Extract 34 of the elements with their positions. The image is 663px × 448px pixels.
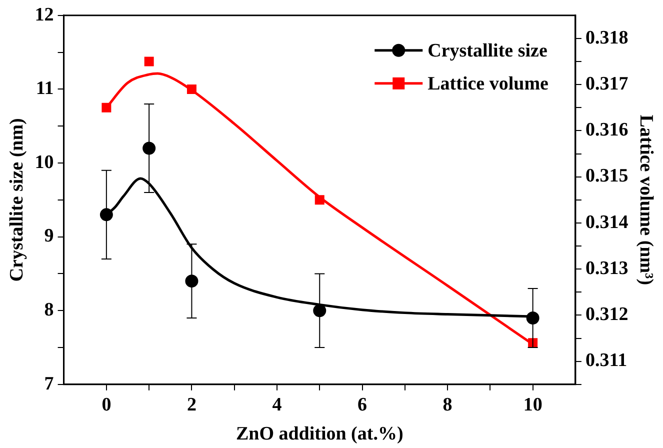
- legend-label: Crystallite size: [428, 40, 548, 62]
- y2-axis-title: Lattice volume (nm³): [636, 114, 657, 286]
- point: [100, 208, 113, 222]
- point: [526, 311, 540, 324]
- y-tick-label: 8: [44, 300, 54, 321]
- legend-label: Lattice volume: [428, 73, 548, 94]
- y2-tick-label: 0.316: [585, 120, 628, 141]
- point: [185, 274, 198, 288]
- x-tick-label: 0: [102, 394, 112, 416]
- point: [314, 195, 324, 205]
- y-tick-label: 10: [34, 152, 54, 173]
- x-tick-label: 10: [523, 394, 542, 416]
- y-tick-label: 7: [44, 373, 54, 394]
- y-tick-label: 11: [36, 78, 54, 100]
- y2-tick-label: 0.314: [585, 212, 629, 233]
- y-tick-label: 9: [44, 226, 54, 247]
- y2-tick-label: 0.315: [585, 166, 628, 187]
- y-axis-title: Crystallite size (nm): [6, 118, 28, 282]
- point: [313, 304, 326, 318]
- point: [142, 142, 156, 155]
- point: [144, 56, 154, 66]
- y-tick-label: 12: [34, 4, 54, 26]
- point: [186, 84, 196, 94]
- x-axis-title: ZnO addition (at.%): [236, 424, 404, 445]
- y2-tick-label: 0.318: [585, 27, 628, 48]
- x-tick-label: 6: [358, 394, 368, 416]
- x-tick-label: 2: [186, 394, 196, 416]
- y2-tick-label: 0.313: [585, 258, 628, 279]
- point: [102, 102, 112, 112]
- x-tick-label: 8: [442, 394, 452, 416]
- y2-tick-label: 0.312: [585, 304, 628, 326]
- x-tick-label: 4: [272, 394, 282, 416]
- y2-tick-label: 0.311: [585, 350, 628, 372]
- y2-tick-label: 0.317: [585, 73, 629, 94]
